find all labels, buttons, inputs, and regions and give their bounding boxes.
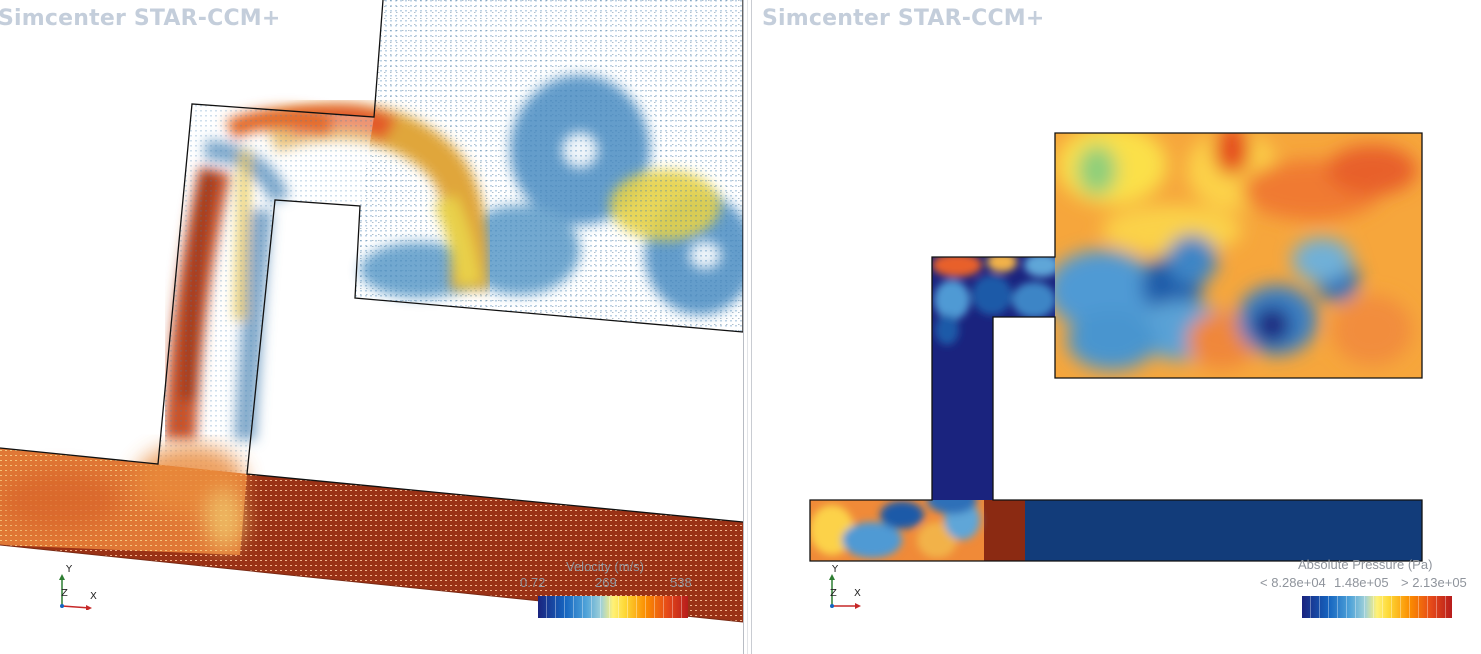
- axis-triad-arrows: [59, 574, 92, 611]
- pressure-viewport[interactable]: Simcenter STAR-CCM+: [752, 0, 1481, 654]
- axis-z-label: Z: [61, 588, 68, 599]
- axis-y-label: Y: [66, 564, 73, 575]
- velocity-legend-title: Velocity (m/s): [566, 559, 645, 574]
- axis-triad: Y Z X: [822, 564, 862, 610]
- axis-x-label: X: [90, 591, 97, 602]
- velocity-colorbar: [538, 596, 688, 618]
- velocity-viewport[interactable]: Simcenter STAR-CCM+: [0, 0, 743, 654]
- axis-triad-arrows: [829, 574, 861, 609]
- axis-triad: Y Z X: [52, 564, 97, 611]
- pressure-contour-scene: [809, 132, 1423, 562]
- axis-y-label: Y: [832, 564, 839, 575]
- watermark: Simcenter STAR-CCM+: [762, 6, 1045, 31]
- velocity-min-label: 0.72: [520, 575, 546, 590]
- axis-z-label: Z: [830, 588, 837, 599]
- viewport-splitter[interactable]: [743, 0, 752, 654]
- pressure-max-label: > 2.13e+05: [1401, 575, 1467, 590]
- pressure-legend-labels: < 8.28e+04 1.48e+05 > 2.13e+05: [1260, 575, 1481, 591]
- velocity-vector-scene: [0, 0, 743, 623]
- velocity-legend-labels: 0.72 269 538: [520, 575, 710, 591]
- pressure-mid-label: 1.48e+05: [1334, 575, 1389, 590]
- watermark: Simcenter STAR-CCM+: [0, 6, 281, 31]
- pressure-legend-title: Absolute Pressure (Pa): [1298, 557, 1433, 572]
- pressure-colorbar: [1302, 596, 1452, 618]
- pressure-min-label: < 8.28e+04: [1260, 575, 1326, 590]
- velocity-max-label: 538: [670, 575, 692, 590]
- velocity-mid-label: 269: [595, 575, 617, 590]
- axis-x-label: X: [854, 588, 861, 599]
